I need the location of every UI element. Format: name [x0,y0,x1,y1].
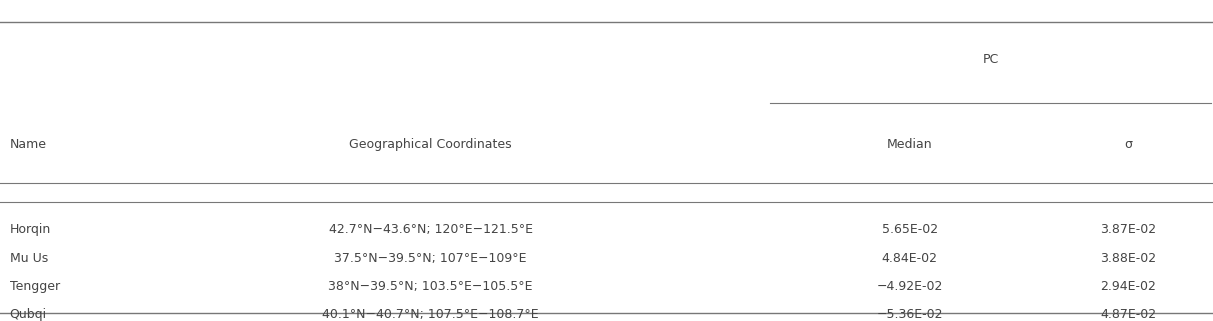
Text: 4.87E-02: 4.87E-02 [1100,308,1156,321]
Text: 42.7°N−43.6°N; 120°E−121.5°E: 42.7°N−43.6°N; 120°E−121.5°E [329,223,533,236]
Text: Horqin: Horqin [10,223,51,236]
Text: PC: PC [983,53,998,66]
Text: Tengger: Tengger [10,280,59,293]
Text: 2.94E-02: 2.94E-02 [1100,280,1156,293]
Text: −5.36E-02: −5.36E-02 [877,308,943,321]
Text: 37.5°N−39.5°N; 107°E−109°E: 37.5°N−39.5°N; 107°E−109°E [335,252,526,265]
Text: 3.88E-02: 3.88E-02 [1100,252,1156,265]
Text: 4.84E-02: 4.84E-02 [882,252,938,265]
Text: 40.1°N−40.7°N; 107.5°E−108.7°E: 40.1°N−40.7°N; 107.5°E−108.7°E [323,308,539,321]
Text: −4.92E-02: −4.92E-02 [877,280,943,293]
Text: 38°N−39.5°N; 103.5°E−105.5°E: 38°N−39.5°N; 103.5°E−105.5°E [329,280,533,293]
Text: 5.65E-02: 5.65E-02 [882,223,938,236]
Text: Name: Name [10,138,47,151]
Text: 3.87E-02: 3.87E-02 [1100,223,1156,236]
Text: σ: σ [1124,138,1132,151]
Text: Mu Us: Mu Us [10,252,49,265]
Text: Qubqi: Qubqi [10,308,47,321]
Text: Median: Median [887,138,933,151]
Text: Geographical Coordinates: Geographical Coordinates [349,138,512,151]
